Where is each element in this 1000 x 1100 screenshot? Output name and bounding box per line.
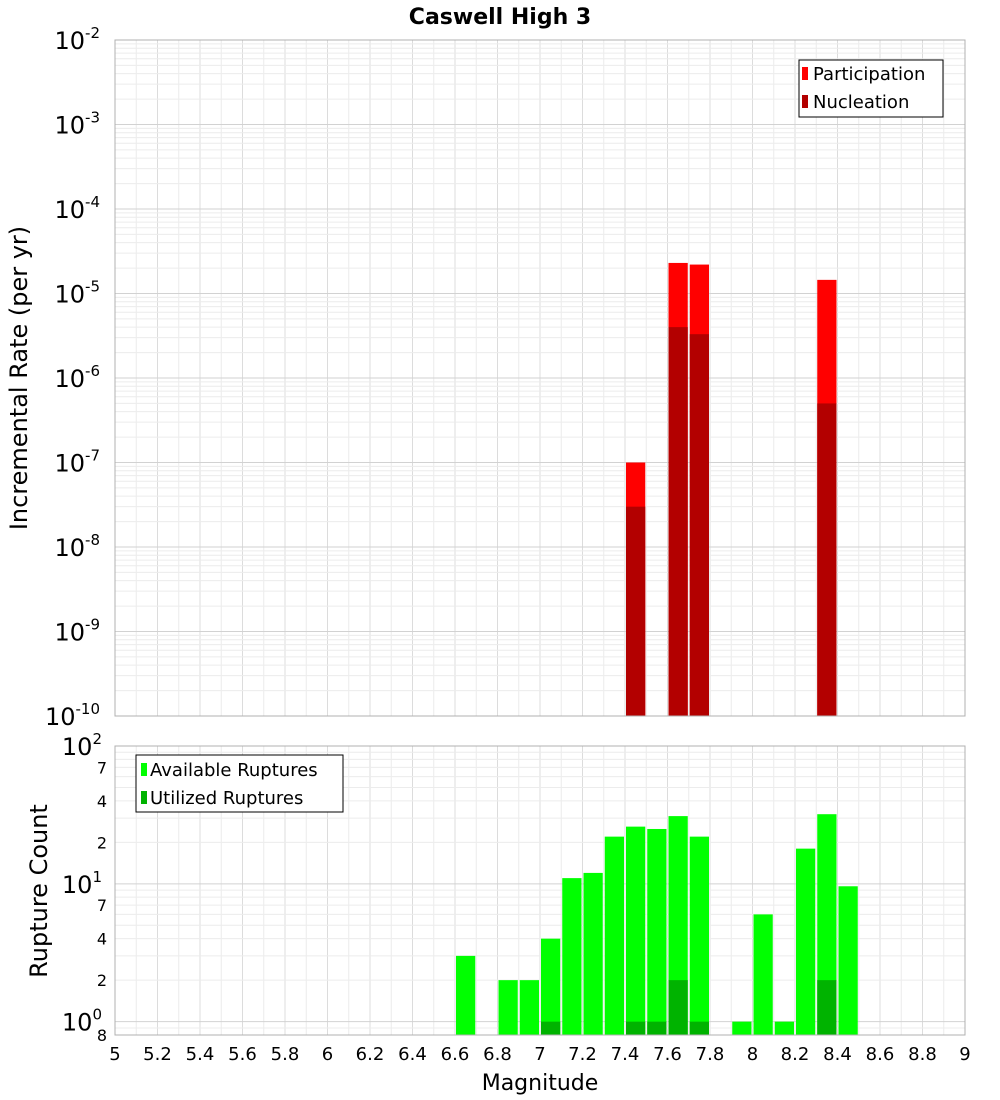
x-tick-label: 8.2 [781, 1044, 810, 1065]
x-tick-label: 7 [534, 1044, 545, 1065]
x-tick-label: 5.8 [271, 1044, 300, 1065]
legend-available-swatch [141, 763, 147, 776]
x-axis-label: Magnitude [482, 1071, 599, 1096]
bottom-y-minor-tick-label: 2 [97, 833, 107, 852]
chart-title: Caswell High 3 [409, 5, 591, 30]
bar-available-ruptures-10 [689, 836, 709, 1035]
top-legend: Participation Nucleation [798, 59, 944, 118]
legend-nucleation-label: Nucleation [813, 92, 909, 113]
bottom-y-ticks: 100 101 102 8 2 4 7 2 4 7 [62, 730, 107, 1045]
x-tick-label: 7.4 [611, 1044, 640, 1065]
x-tick-label: 8.8 [908, 1044, 937, 1065]
bar-available-ruptures-13 [774, 1021, 794, 1035]
top-y-tick-label: 10-5 [54, 278, 100, 309]
bottom-y-minor-tick-label: 4 [97, 930, 107, 949]
legend-available-label: Available Ruptures [150, 760, 318, 781]
top-bars [626, 262, 837, 716]
bar-utilized-ruptures-1 [626, 1021, 646, 1035]
bar-utilized-ruptures-4 [689, 1021, 709, 1035]
top-y-tick-label: 10-9 [54, 616, 100, 647]
bar-available-ruptures-5 [583, 872, 603, 1035]
legend-utilized-label: Utilized Ruptures [150, 788, 303, 809]
bottom-y-minor-tick-label: 8 [97, 1026, 107, 1045]
top-plot-frame [114, 39, 966, 717]
top-y-tick-label: 10-4 [54, 193, 100, 224]
bar-available-ruptures-16 [838, 886, 858, 1035]
bar-utilized-ruptures-0 [541, 1021, 561, 1035]
x-tick-label: 8 [747, 1044, 758, 1065]
x-tick-label: 5.6 [228, 1044, 257, 1065]
x-tick-label: 6 [322, 1044, 333, 1065]
bar-nucleation-1 [668, 327, 688, 716]
x-tick-label: 6.2 [356, 1044, 385, 1065]
bar-available-ruptures-0 [456, 955, 476, 1035]
bottom-legend-box [135, 754, 344, 813]
bar-available-ruptures-14 [796, 848, 816, 1035]
x-tick-label: 6.6 [441, 1044, 470, 1065]
top-y-tick-label: 10-8 [54, 531, 100, 562]
top-y-ticks: 10-10 10-9 10-8 10-7 10-6 10-5 10-4 10-3 10-2 [45, 24, 100, 731]
top-y-axis-label: Incremental Rate (per yr) [5, 226, 33, 530]
x-tick-label: 7.6 [653, 1044, 682, 1065]
bottom-plot-frame [114, 745, 966, 1036]
top-legend-box [798, 59, 944, 118]
top-y-tick-label: 10-6 [54, 362, 100, 393]
x-tick-label: 5 [109, 1044, 120, 1065]
top-y-tick-label: 10-7 [54, 447, 100, 478]
x-tick-label: 6.4 [398, 1044, 427, 1065]
bar-available-ruptures-6 [604, 836, 624, 1035]
x-ticks: 5 5.2 5.4 5.6 5.8 6 6.2 6.4 6.6 6.8 7 7.2 7.4 7.6 7.8 8… [109, 1044, 970, 1065]
legend-participation-label: Participation [813, 64, 925, 85]
bar-available-ruptures-4 [562, 878, 582, 1035]
bar-utilized-ruptures-3 [668, 980, 688, 1035]
x-tick-label: 8.4 [823, 1044, 852, 1065]
x-tick-label: 7.8 [696, 1044, 725, 1065]
top-y-tick-label: 10-2 [54, 24, 100, 55]
bar-available-ruptures-11 [732, 1021, 752, 1035]
bar-available-ruptures-1 [498, 980, 518, 1035]
bar-available-ruptures-3 [541, 938, 561, 1035]
bar-available-ruptures-15 [817, 814, 837, 1035]
x-tick-label: 5.2 [143, 1044, 172, 1065]
legend-nucleation-swatch [802, 95, 808, 108]
bar-available-ruptures-12 [753, 914, 773, 1035]
x-tick-label: 6.8 [483, 1044, 512, 1065]
x-tick-label: 9 [959, 1044, 970, 1065]
bottom-y-minor-tick-label: 2 [97, 971, 107, 990]
bar-utilized-ruptures-5 [817, 980, 837, 1035]
bar-available-ruptures-8 [647, 828, 667, 1035]
top-y-tick-label: 10-3 [54, 109, 100, 140]
bottom-y-major-tick-label: 102 [62, 730, 102, 761]
bottom-legend: Available Ruptures Utilized Ruptures [135, 754, 344, 813]
bottom-y-major-tick-label: 101 [62, 868, 102, 899]
bar-available-ruptures-7 [626, 826, 646, 1035]
bar-nucleation-2 [689, 334, 709, 716]
top-y-tick-label: 10-10 [45, 700, 100, 731]
top-grid [114, 40, 966, 717]
bar-utilized-ruptures-2 [647, 1021, 667, 1035]
legend-participation-swatch [802, 67, 808, 80]
bottom-y-minor-tick-label: 7 [97, 758, 107, 777]
bottom-bars [456, 814, 858, 1035]
bottom-y-major-tick-label: 100 [62, 1006, 102, 1037]
bar-nucleation-3 [817, 403, 837, 716]
x-tick-label: 8.6 [866, 1044, 895, 1065]
bar-nucleation-0 [626, 506, 646, 716]
x-tick-label: 7.2 [568, 1044, 597, 1065]
bottom-y-axis-label: Rupture Count [25, 804, 53, 978]
bottom-y-minor-tick-label: 4 [97, 792, 107, 811]
bar-available-ruptures-2 [519, 980, 539, 1035]
legend-utilized-swatch [141, 791, 147, 804]
bottom-y-minor-tick-label: 7 [97, 896, 107, 915]
x-tick-label: 5.4 [186, 1044, 215, 1065]
